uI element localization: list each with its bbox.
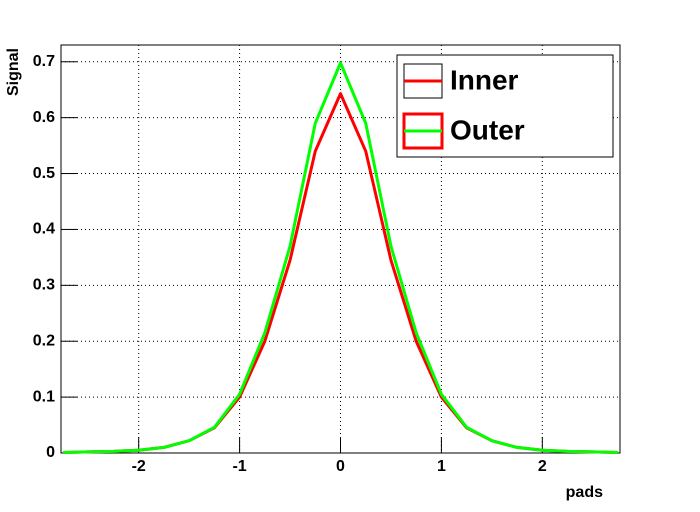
y-tick-label: 0.4 bbox=[33, 221, 55, 238]
y-tick-label: 0.6 bbox=[33, 109, 55, 126]
legend: Inner Outer bbox=[396, 54, 614, 158]
x-axis-title: pads bbox=[566, 484, 603, 501]
y-tick-label: 0.2 bbox=[33, 332, 55, 349]
x-tick-label: 2 bbox=[538, 458, 547, 475]
y-tick-label: 0.5 bbox=[33, 165, 55, 182]
y-tick-label: 0.1 bbox=[33, 388, 55, 405]
legend-box bbox=[396, 54, 614, 158]
x-tick-label: -1 bbox=[232, 458, 246, 475]
legend-label: Inner bbox=[450, 64, 519, 95]
plot-frame bbox=[60, 44, 621, 454]
x-tick-label: 0 bbox=[336, 458, 345, 475]
y-tick-label: 0 bbox=[46, 444, 55, 461]
legend-label: Outer bbox=[450, 114, 525, 145]
x-tick-label: 1 bbox=[437, 458, 446, 475]
series-line bbox=[62, 61, 619, 454]
y-tick-label: 0.3 bbox=[33, 277, 55, 294]
y-axis-title: Signal bbox=[5, 48, 22, 96]
x-tick-label: -2 bbox=[132, 458, 146, 475]
y-tick-label: 0.7 bbox=[33, 53, 55, 70]
